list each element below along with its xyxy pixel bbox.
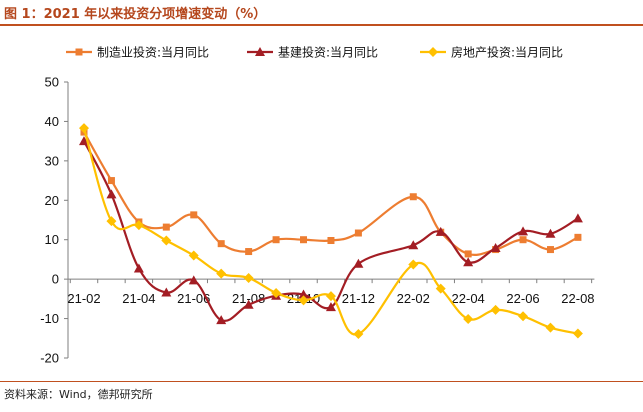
legend-item-2: 基建投资:当月同比 <box>247 45 378 60</box>
x-tick-label: 22-08 <box>561 291 594 306</box>
legend-label: 房地产投资:当月同比 <box>451 45 563 60</box>
y-tick-label: 20 <box>45 193 59 208</box>
data-point <box>190 211 198 219</box>
data-point <box>300 236 308 244</box>
legend-item-3: 房地产投资:当月同比 <box>420 45 563 60</box>
data-point <box>519 236 527 244</box>
data-point <box>161 287 172 297</box>
legend-marker <box>428 47 438 57</box>
data-point <box>354 229 362 237</box>
data-point <box>216 315 227 325</box>
x-tick-label: 21-12 <box>342 291 375 306</box>
data-point <box>325 291 336 302</box>
source-note: 资料来源：Wind，德邦研究所 <box>4 388 153 401</box>
x-tick-label: 21-02 <box>67 291 100 306</box>
data-point <box>545 322 556 333</box>
y-tick-label: 40 <box>45 114 59 129</box>
data-point <box>188 275 199 285</box>
x-tick-label: 22-06 <box>506 291 539 306</box>
data-point <box>79 136 89 146</box>
data-point <box>463 313 474 324</box>
chart-series-layer <box>79 123 583 339</box>
data-point <box>518 226 529 236</box>
data-point <box>243 299 254 309</box>
data-point <box>572 328 583 339</box>
data-point <box>546 246 554 254</box>
y-tick-label: 10 <box>45 232 59 247</box>
data-point <box>490 304 501 315</box>
figure-title: 图 1：2021 年以来投资分项增速变动（%） <box>4 7 267 22</box>
y-tick-label: -10 <box>40 311 59 326</box>
legend-marker <box>75 48 83 56</box>
title-divider <box>0 24 643 26</box>
data-point <box>162 223 170 231</box>
data-point <box>464 250 472 258</box>
data-point <box>271 287 282 298</box>
data-point <box>574 233 582 241</box>
data-point <box>243 272 254 283</box>
series-2 <box>79 136 583 325</box>
x-tick-label: 21-06 <box>177 291 210 306</box>
data-point <box>298 295 309 306</box>
chart-legend: 制造业投资:当月同比 基建投资:当月同比 房地产投资:当月同比 <box>66 45 563 60</box>
data-point <box>298 289 309 299</box>
data-point <box>272 236 280 244</box>
data-point <box>408 259 419 270</box>
legend-label: 制造业投资:当月同比 <box>97 45 209 60</box>
x-tick-label: 22-02 <box>397 291 430 306</box>
data-point <box>572 213 583 223</box>
data-point <box>435 226 446 236</box>
data-point <box>216 268 227 279</box>
data-point <box>107 177 115 185</box>
y-tick-label: 30 <box>45 153 59 168</box>
data-point <box>106 189 117 199</box>
data-point <box>161 235 172 246</box>
data-point <box>490 242 501 252</box>
data-point <box>106 216 117 227</box>
series-3 <box>79 123 583 339</box>
y-tick-label: 0 <box>52 272 59 287</box>
data-point <box>327 237 335 245</box>
x-tick-label: 21-04 <box>122 291 155 306</box>
data-point <box>409 193 417 201</box>
y-tick-label: -20 <box>40 351 59 366</box>
legend-marker <box>255 47 265 56</box>
data-point <box>133 220 144 231</box>
data-point <box>353 258 364 268</box>
y-tick-label: 50 <box>45 75 59 90</box>
data-point <box>325 302 336 312</box>
legend-label: 基建投资:当月同比 <box>278 45 378 60</box>
x-tick-label: 22-04 <box>452 291 485 306</box>
legend-item-1: 制造业投资:当月同比 <box>66 45 209 60</box>
data-point <box>518 311 529 322</box>
data-point <box>408 240 419 250</box>
data-point <box>463 257 474 267</box>
data-point <box>133 263 144 273</box>
series-1 <box>80 128 582 258</box>
data-point <box>353 328 364 339</box>
data-point <box>217 240 225 248</box>
data-point <box>245 248 253 256</box>
source-divider <box>0 381 643 382</box>
data-point <box>188 250 199 261</box>
data-point <box>435 283 446 294</box>
data-point <box>79 123 89 134</box>
data-point <box>545 228 556 238</box>
